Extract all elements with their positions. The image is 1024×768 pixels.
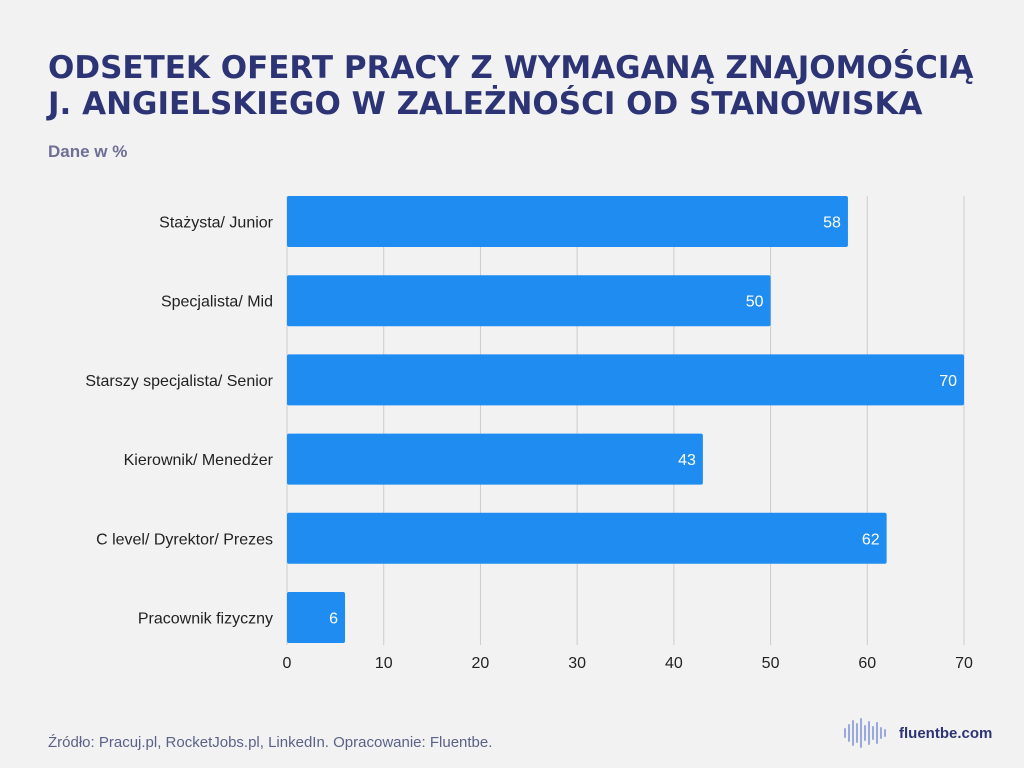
x-tick-label: 40: [665, 655, 683, 672]
bar: [287, 275, 771, 327]
category-label: Pracownik fizyczny: [138, 611, 273, 628]
x-tick-label: 70: [955, 655, 973, 672]
category-label: Stażysta/ Junior: [159, 215, 274, 232]
bar-value-label: 58: [823, 215, 841, 232]
category-label: Specjalista/ Mid: [161, 294, 273, 311]
category-labels: Stażysta/ Junior Specjalista/ Mid Starszy …: [85, 215, 273, 628]
soundwave-logo-icon: [844, 718, 886, 748]
chart-subtitle: Dane w %: [48, 142, 128, 161]
x-tick-label: 50: [762, 655, 780, 672]
x-axis-ticks: 0 10 20 30 40 50 60 70: [283, 655, 973, 672]
bar-value-label: 6: [329, 611, 338, 628]
bar: [287, 354, 964, 406]
bar-value-label: 62: [862, 531, 880, 548]
category-label: Starszy specjalista/ Senior: [85, 373, 273, 390]
brand-logo[interactable]: fluentbe.com: [843, 716, 992, 750]
bar-value-label: 50: [746, 294, 764, 311]
bar-value-label: 43: [678, 452, 696, 469]
chart-title: ODSETEK OFERT PRACY Z WYMAGANĄ ZNAJOMOŚC…: [48, 50, 998, 122]
category-label: C level/ Dyrektor/ Prezes: [96, 531, 273, 548]
chart-title-line-2: J. ANGIELSKIEGO W ZALEŻNOŚCI OD STANOWIS…: [48, 86, 923, 122]
brand-name: fluentbe.com: [899, 724, 993, 742]
x-tick-label: 60: [858, 655, 876, 672]
bars: 58 50 70 43 62 6: [287, 196, 964, 643]
x-tick-label: 0: [283, 655, 292, 672]
bar: [287, 512, 887, 564]
x-tick-label: 20: [472, 655, 490, 672]
bar: [287, 433, 703, 485]
bar: [287, 196, 848, 247]
x-tick-label: 10: [375, 655, 393, 672]
chart-title-line-1: ODSETEK OFERT PRACY Z WYMAGANĄ ZNAJOMOŚC…: [48, 50, 974, 86]
category-label: Kierownik/ Menedżer: [124, 452, 274, 469]
x-tick-label: 30: [568, 655, 586, 672]
bar: [287, 592, 346, 643]
source-note: Źródło: Pracuj.pl, RocketJobs.pl, Linked…: [48, 734, 493, 751]
grid-lines: [286, 196, 965, 645]
bar-value-label: 70: [939, 373, 957, 390]
